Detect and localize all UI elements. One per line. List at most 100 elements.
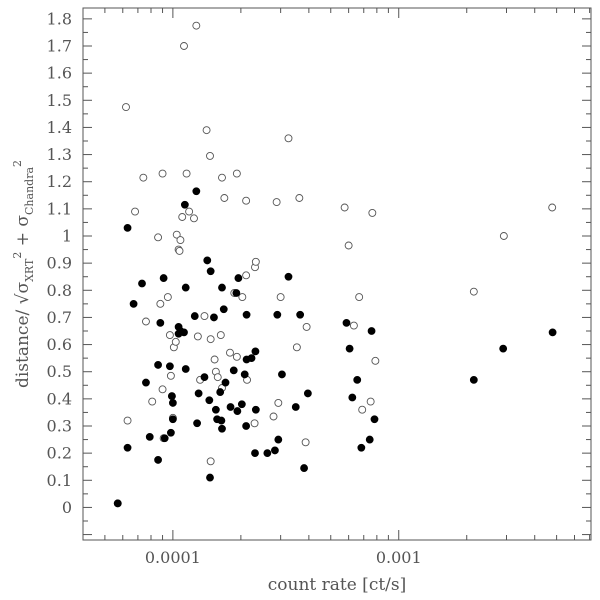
- open-data-point: [165, 331, 174, 340]
- open-data-point: [193, 332, 202, 341]
- filled-data-point: [159, 274, 168, 282]
- filled-data-point: [123, 443, 132, 452]
- filled-data-point: [469, 375, 478, 384]
- filled-data-point: [367, 327, 376, 335]
- plot-frame: [82, 7, 592, 541]
- axis-ticks: [82, 8, 591, 540]
- filled-data-point: [242, 310, 251, 319]
- open-data-point: [548, 203, 557, 212]
- y-tick-label: 0.4: [47, 389, 72, 408]
- filled-data-point: [274, 435, 283, 444]
- y-label-sup-1: 2: [11, 252, 24, 259]
- y-tick-label: 0.8: [47, 281, 72, 300]
- open-data-point: [178, 213, 187, 221]
- y-tick-label: 0: [62, 498, 72, 517]
- open-data-point: [371, 356, 380, 365]
- open-data-point: [344, 241, 353, 250]
- filled-data-point: [200, 373, 209, 382]
- y-tick-label: 1.2: [47, 172, 72, 191]
- open-data-point: [269, 412, 278, 421]
- y-label-sub-xrt: XRT: [23, 258, 36, 282]
- tick-labels: 0 0.1 0.2 0.3 0.4 0.5 0.6 0.7 0.8 0.9 1 1.1 1.2 1.3 1.…: [47, 9, 422, 567]
- filled-data-point: [229, 366, 238, 375]
- filled-data-point: [181, 365, 190, 373]
- open-data-point: [175, 246, 184, 255]
- y-tick-label: 0.7: [47, 308, 72, 327]
- open-data-point: [163, 293, 172, 302]
- open-data-point: [469, 287, 478, 296]
- filled-data-point: [160, 434, 169, 443]
- filled-data-point: [211, 405, 220, 414]
- open-data-point: [172, 230, 181, 239]
- filled-data-point: [278, 370, 286, 379]
- open-data-point: [242, 271, 251, 280]
- open-data-point: [295, 194, 304, 202]
- filled-data-point: [138, 279, 146, 288]
- filled-data-point: [218, 424, 226, 433]
- filled-data-point: [251, 347, 260, 356]
- filled-data-point: [365, 435, 374, 444]
- open-data-point: [166, 371, 175, 380]
- y-label-sub-chandra: Chandra: [23, 167, 36, 215]
- filled-data-point: [303, 389, 312, 398]
- y-tick-label: 1.5: [47, 91, 72, 110]
- open-data-point: [139, 173, 148, 182]
- filled-data-point: [203, 256, 212, 265]
- open-data-point: [206, 151, 214, 160]
- y-label-plus: +: [13, 227, 33, 252]
- filled-data-point: [181, 283, 190, 292]
- open-data-point: [182, 169, 191, 178]
- y-tick-label: 1.6: [47, 64, 72, 83]
- filled-data-point: [218, 283, 226, 292]
- filled-data-point: [206, 267, 215, 276]
- y-label-sigma-1: σ: [13, 282, 33, 294]
- open-data-point: [232, 352, 241, 361]
- y-tick-label: 1.8: [47, 9, 72, 28]
- filled-data-point: [284, 272, 293, 281]
- open-data-point: [158, 385, 167, 394]
- filled-data-point: [348, 393, 357, 402]
- filled-data-point: [345, 344, 354, 353]
- y-tick-label: 1.4: [47, 118, 72, 137]
- filled-data-point: [273, 310, 282, 319]
- filled-data-point: [154, 456, 162, 464]
- open-data-point: [302, 322, 311, 331]
- filled-data-point: [142, 378, 150, 387]
- filled-data-point: [251, 449, 259, 458]
- open-data-point: [355, 293, 364, 302]
- open-data-point: [206, 457, 215, 466]
- open-data-point: [242, 196, 251, 205]
- filled-data-point: [240, 370, 249, 379]
- filled-data-point: [194, 389, 203, 398]
- open-data-point: [349, 321, 358, 330]
- filled-data-point: [237, 400, 246, 409]
- open-data-point: [200, 312, 209, 321]
- y-tick-label: 0.3: [47, 417, 72, 436]
- filled-data-point: [342, 318, 351, 327]
- open-data-point: [148, 397, 157, 406]
- y-tick-label: 0.2: [47, 444, 72, 463]
- open-data-point: [190, 214, 198, 223]
- open-data-point: [250, 419, 259, 428]
- data-points: [113, 21, 557, 508]
- filled-data-point: [180, 328, 188, 337]
- y-tick-label: 1: [62, 227, 72, 246]
- filled-data-point: [216, 388, 225, 396]
- x-tick-label: 0.001: [376, 548, 422, 567]
- open-data-point: [340, 203, 349, 212]
- y-tick-label: 0.9: [47, 254, 72, 273]
- open-data-point: [499, 232, 508, 240]
- open-data-point: [272, 198, 281, 207]
- filled-data-point: [123, 223, 132, 232]
- filled-data-point: [247, 354, 256, 363]
- open-data-point: [142, 317, 150, 326]
- open-data-point: [366, 397, 375, 406]
- filled-data-point: [165, 362, 174, 371]
- filled-data-point: [271, 446, 279, 455]
- filled-data-point: [192, 187, 201, 196]
- open-data-point: [131, 207, 139, 216]
- y-tick-label: 0.6: [47, 335, 72, 354]
- filled-data-point: [205, 396, 214, 405]
- open-data-point: [123, 416, 132, 425]
- filled-data-point: [156, 318, 165, 327]
